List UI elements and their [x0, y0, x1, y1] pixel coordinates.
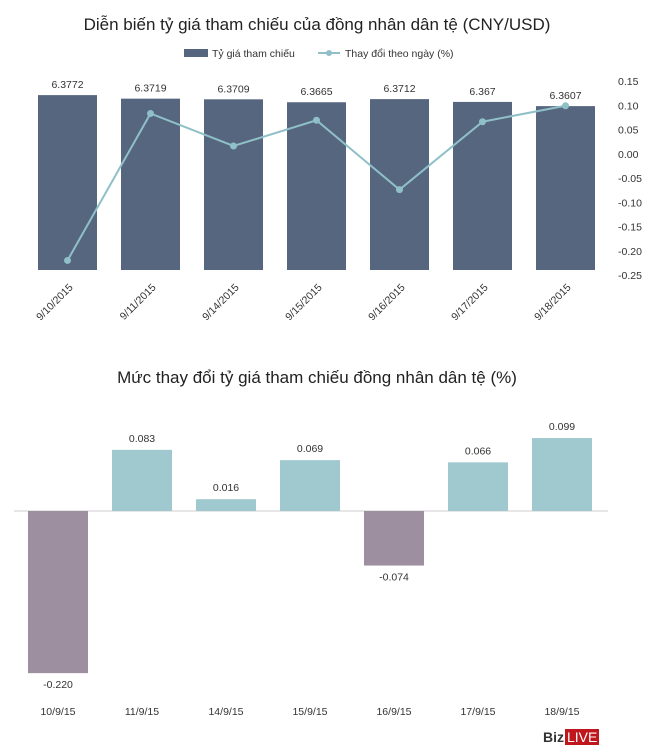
- rate-bar: [536, 106, 595, 270]
- change-bar-label: 0.099: [549, 421, 575, 433]
- rate-bar: [370, 99, 429, 271]
- rate-bar-label: 6.3772: [51, 79, 83, 91]
- rate-bar-label: 6.3665: [300, 86, 332, 98]
- right-axis-tick: -0.15: [618, 222, 642, 234]
- change-bar: [280, 460, 340, 511]
- rate-bar: [204, 99, 263, 270]
- x-tick-label: 14/9/15: [208, 706, 243, 718]
- rate-bar: [121, 98, 180, 270]
- right-axis-tick: -0.20: [618, 246, 642, 258]
- change-point: [562, 102, 569, 110]
- legend-bar-label: Tỷ giá tham chiếu: [212, 48, 295, 60]
- legend-line-label: Thay đổi theo ngày (%): [345, 48, 454, 60]
- change-bar-label: -0.074: [379, 572, 409, 584]
- change-bar: [364, 511, 424, 566]
- legend-line-marker: [326, 50, 332, 56]
- change-bar: [448, 462, 508, 511]
- x-tick-label: 9/18/2015: [532, 282, 574, 324]
- change-point: [396, 186, 403, 194]
- rate-bar: [287, 102, 346, 270]
- right-axis-tick: 0.05: [618, 125, 639, 137]
- x-tick-label: 18/9/15: [544, 706, 579, 718]
- change-bar-label: 0.066: [465, 445, 491, 457]
- rate-bar-label: 6.3719: [134, 83, 166, 95]
- right-axis-tick: -0.25: [618, 270, 642, 282]
- change-bar: [112, 449, 172, 511]
- x-tick-label: 11/9/15: [125, 706, 159, 718]
- x-tick-label: 9/17/2015: [449, 282, 491, 324]
- change-bar-label: 0.069: [297, 443, 323, 455]
- change-bar-label: -0.220: [43, 679, 73, 691]
- change-bar: [28, 511, 88, 674]
- x-tick-label: 16/9/15: [376, 706, 411, 718]
- rate-bar-label: 6.3607: [549, 90, 581, 102]
- change-bar: [532, 438, 592, 511]
- logo-biz: Biz: [543, 729, 564, 745]
- x-tick-label: 9/15/2015: [283, 282, 325, 324]
- rate-bar-label: 6.367: [469, 86, 495, 98]
- right-axis-tick: -0.05: [618, 173, 642, 185]
- rate-bar-label: 6.3712: [383, 83, 415, 95]
- right-axis-tick: 0.15: [618, 76, 639, 88]
- legend-bar-swatch: [184, 49, 208, 57]
- right-axis-tick: -0.10: [618, 197, 642, 209]
- x-tick-label: 9/11/2015: [118, 282, 159, 323]
- change-point: [313, 116, 320, 124]
- x-tick-label: 10/9/15: [40, 706, 75, 718]
- change-bar-label: 0.016: [213, 482, 239, 494]
- x-tick-label: 9/10/2015: [34, 282, 76, 324]
- change-point: [479, 118, 486, 126]
- bizlive-logo: Biz LIVE: [543, 729, 600, 745]
- right-axis-tick: 0.10: [618, 100, 639, 112]
- logo-live: LIVE: [565, 729, 600, 745]
- chart2-title: Mức thay đổi tỷ giá tham chiếu đồng nhân…: [117, 368, 517, 387]
- rate-bar-label: 6.3709: [217, 83, 249, 95]
- rate-bar: [38, 95, 97, 270]
- chart1-title: Diễn biến tỷ giá tham chiếu của đồng nhâ…: [84, 15, 551, 34]
- change-bar: [196, 499, 256, 511]
- x-tick-label: 17/9/15: [460, 706, 495, 718]
- change-point: [147, 109, 154, 117]
- change-bar-label: 0.083: [129, 433, 155, 445]
- x-tick-label: 15/9/15: [292, 706, 327, 718]
- right-axis-tick: 0.00: [618, 149, 639, 161]
- x-tick-label: 9/16/2015: [366, 282, 408, 324]
- change-point: [230, 142, 237, 150]
- rate-bar: [453, 101, 512, 270]
- change-point: [64, 256, 71, 264]
- x-tick-label: 9/14/2015: [200, 282, 242, 324]
